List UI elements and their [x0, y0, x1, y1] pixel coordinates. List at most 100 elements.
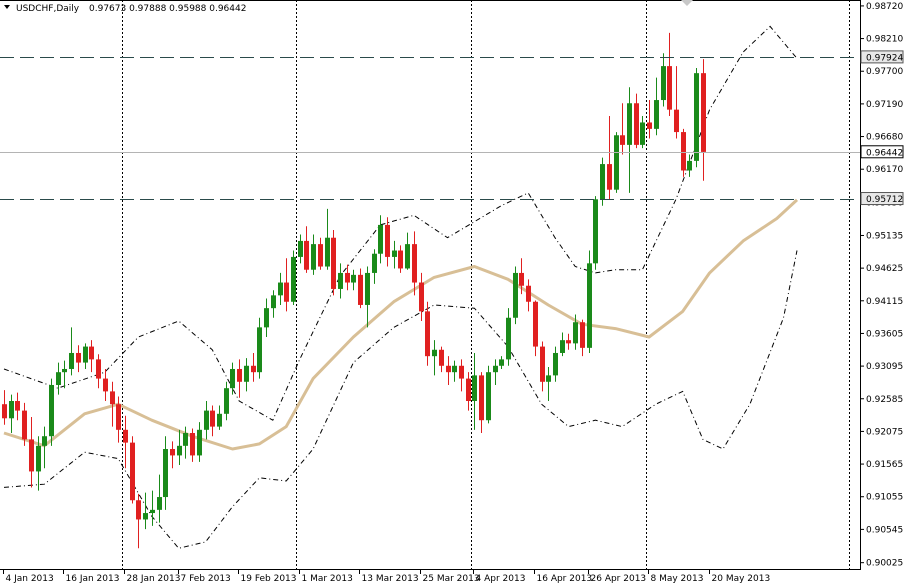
trade-arrow-icon[interactable]	[681, 0, 693, 6]
candle	[493, 359, 498, 385]
candle	[392, 240, 397, 269]
candle-body	[365, 272, 370, 305]
candle	[298, 234, 303, 264]
candle	[506, 308, 511, 366]
candle	[446, 356, 451, 385]
moving-average-line	[3, 198, 799, 451]
price-tick-label: 0.94625	[866, 264, 903, 274]
candle	[540, 341, 545, 392]
price-tick-label: 0.90025	[866, 559, 903, 569]
candle	[177, 429, 182, 466]
candle-body	[157, 497, 162, 510]
candle-body	[533, 301, 538, 347]
price-tick-label: 0.97700	[866, 67, 903, 77]
candle-body	[150, 509, 155, 514]
candle-body	[177, 445, 182, 456]
candle	[197, 422, 202, 462]
candle-body	[9, 400, 14, 419]
candle	[331, 230, 336, 296]
candle	[278, 272, 283, 305]
price-tick-label: 0.97190	[866, 100, 903, 110]
candle	[217, 405, 222, 430]
candle-body	[546, 375, 551, 382]
candle	[519, 258, 524, 295]
candle-body	[298, 240, 303, 257]
price-tick-label: 0.96170	[866, 165, 903, 175]
candle-body	[446, 365, 451, 373]
candle	[533, 300, 538, 357]
candle	[553, 346, 558, 382]
candle-body	[15, 400, 20, 411]
candle	[566, 333, 571, 350]
candle	[573, 314, 578, 350]
candle	[398, 245, 403, 273]
candle-body	[42, 436, 47, 446]
grid-layer	[122, 0, 850, 569]
candle-body	[130, 442, 135, 501]
candle	[36, 436, 41, 491]
candle	[22, 402, 27, 446]
candle-body	[237, 368, 242, 382]
candle	[499, 356, 504, 369]
candle-body	[372, 253, 377, 273]
price-tick-label: 0.91565	[866, 460, 903, 470]
candle-body	[230, 368, 235, 389]
candle	[687, 154, 692, 177]
price-tag-box	[860, 50, 904, 64]
candle-body	[210, 410, 215, 427]
candle-body	[345, 272, 350, 283]
candle	[304, 226, 309, 273]
candle	[244, 358, 249, 392]
candle	[157, 474, 162, 523]
lower-band-line	[3, 250, 798, 549]
candle-body	[183, 433, 188, 446]
candle	[587, 250, 592, 353]
price-tag-label: 0.95712	[866, 195, 903, 205]
candle-body	[56, 372, 61, 385]
candle	[230, 362, 235, 395]
candle	[412, 231, 417, 296]
candle-body	[540, 346, 545, 382]
candle	[257, 317, 262, 379]
candle	[62, 360, 67, 389]
candle-body	[2, 404, 7, 419]
candle	[318, 237, 323, 270]
candle-body	[587, 263, 592, 348]
candle	[479, 372, 484, 434]
candle-body	[600, 164, 605, 200]
candle-body	[284, 282, 289, 302]
price-tick-label: 0.93605	[866, 329, 903, 339]
candle	[614, 132, 619, 193]
candle	[439, 346, 444, 373]
candle	[42, 426, 47, 469]
candle-body	[170, 449, 175, 456]
candle	[452, 360, 457, 382]
candle-body	[486, 372, 491, 421]
candle	[150, 490, 155, 526]
candle	[405, 232, 410, 270]
candle	[667, 32, 672, 117]
candle-body	[318, 244, 323, 267]
price-tick-label: 0.94115	[866, 297, 903, 307]
candle-body	[190, 433, 195, 456]
candle-body	[83, 346, 88, 363]
time-tick-label: 4 Jan 2013	[6, 574, 54, 584]
candle-body	[634, 103, 639, 145]
candle	[459, 359, 464, 392]
candle-body	[687, 160, 692, 171]
candle-body	[96, 359, 101, 379]
candle	[284, 258, 289, 312]
candle	[96, 354, 101, 389]
candle	[49, 378, 54, 446]
candle	[345, 264, 350, 291]
candle-body	[311, 244, 316, 270]
time-tick-label: 16 Apr 2013	[537, 574, 593, 584]
dropdown-triangle-icon[interactable]	[4, 5, 10, 9]
candle-body	[553, 352, 558, 376]
candle	[378, 215, 383, 264]
candle-body	[499, 359, 504, 366]
time-tick-label: 7 Feb 2013	[181, 574, 231, 584]
candle-body	[560, 340, 565, 353]
candle	[325, 208, 330, 270]
